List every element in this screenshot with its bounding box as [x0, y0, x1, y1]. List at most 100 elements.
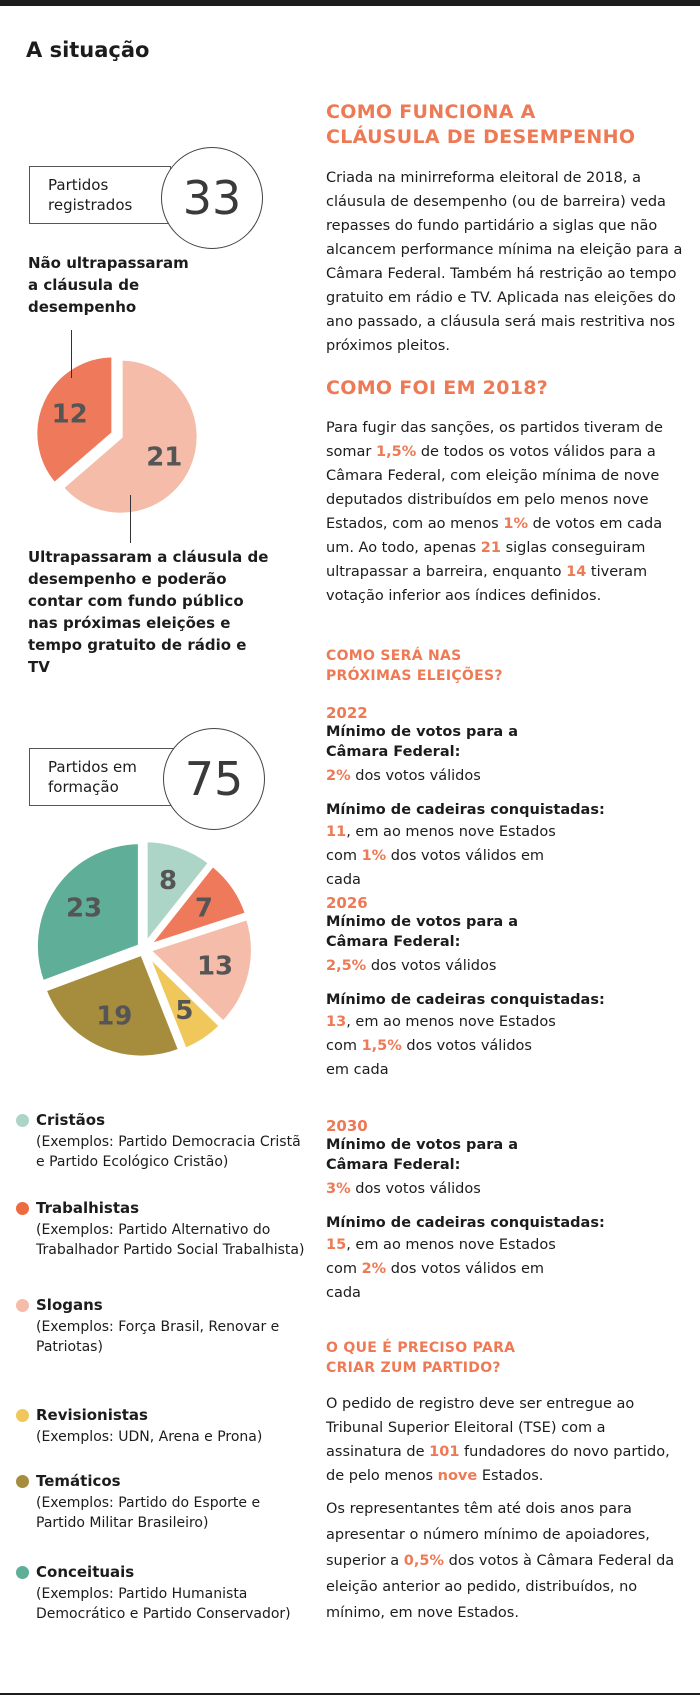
- registered-label: Partidos registrados: [48, 176, 133, 214]
- legend-desc: (Exemplos: Partido Democracia Cristã e P…: [36, 1134, 301, 1170]
- registered-total: 33: [182, 171, 242, 225]
- seats-requirement: 13, em ao menos nove Estados com 1,5% do…: [326, 1010, 556, 1082]
- legend-swatch: [16, 1409, 29, 1422]
- pie-slice: [33, 353, 116, 488]
- votes-pct: 2,5%: [326, 958, 367, 974]
- caption-failed-leader: [71, 330, 72, 378]
- votes-rest: dos votos válidos: [350, 1181, 481, 1197]
- pie-slice-label: 8: [159, 866, 177, 896]
- top-rule: [0, 0, 700, 6]
- seats-requirement: 15, em ao menos nove Estados com 2% dos …: [326, 1233, 556, 1305]
- legend-desc: (Exemplos: Partido Alternativo do Trabal…: [36, 1222, 305, 1258]
- y2018-value-3: 21: [480, 540, 501, 556]
- legend-title: Revisionistas: [36, 1406, 148, 1424]
- y2018-text-3: de votos em cada um. Ao todo, apenas: [326, 516, 663, 556]
- seats-label: Mínimo de cadeiras conquistadas:: [326, 802, 605, 818]
- y2018-section: COMO FOI EM 2018? Para fugir das sanções…: [326, 376, 686, 608]
- y2018-text-4: siglas conseguiram ultrapassar a barreir…: [326, 540, 646, 580]
- forming-pie-chart: 87 135 19 23: [33, 838, 255, 1060]
- seats-rest: dos votos válidos em cada: [326, 848, 545, 888]
- forming-label: Partidos em formação: [48, 758, 137, 796]
- pie-slice: [145, 915, 255, 1026]
- seats-label: Mínimo de cadeiras conquistadas:: [326, 992, 605, 1008]
- y2018-text-2: de todos os votos válidos para a Câmara …: [326, 444, 660, 532]
- legend-swatch: [16, 1299, 29, 1312]
- pie-slice: [143, 838, 214, 951]
- legend-title: Conceituais: [36, 1563, 135, 1581]
- forming-label-box: Partidos em formação: [29, 748, 174, 806]
- seats-mid: , em ao menos nove Estados com: [326, 1014, 556, 1054]
- legend-desc: (Exemplos: Força Brasil, Renovar e Patri…: [36, 1319, 280, 1355]
- create-body-1: O pedido de registro deve ser entregue a…: [326, 1392, 676, 1488]
- create-text-2: fundadores do novo partido, de pelo meno…: [326, 1444, 670, 1484]
- y2018-value-1: 1,5%: [376, 444, 417, 460]
- votes-label: Mínimo de votos para a Câmara Federal:: [326, 1137, 518, 1173]
- registered-total-circle: 33: [161, 147, 263, 249]
- pie-slice-label: 13: [197, 952, 233, 982]
- pie-slice-label: 21: [146, 443, 182, 473]
- y2018-value-4: 14: [566, 564, 587, 580]
- pie-slice-label: 5: [175, 996, 193, 1026]
- legend-title: Temáticos: [36, 1472, 121, 1490]
- registered-label-box: Partidos registrados: [29, 166, 171, 224]
- y2018-text-1: Para fugir das sanções, os partidos tive…: [326, 420, 663, 460]
- legend-desc: (Exemplos: UDN, Arena e Prona): [36, 1429, 263, 1445]
- votes-requirement: 2,5% dos votos válidos: [326, 954, 686, 978]
- caption-failed: Não ultrapassaram a cláusula de desempen…: [28, 254, 189, 316]
- how-body: Criada na minirreforma eleitoral de 2018…: [326, 170, 683, 354]
- year-block-2022: 2022 Mínimo de votos para a Câmara Federa…: [326, 704, 686, 892]
- legend-desc: (Exemplos: Partido do Esporte e Partido …: [36, 1495, 261, 1531]
- seats-rest: dos votos válidos em cada: [326, 1038, 532, 1078]
- year-label: 2030: [326, 1117, 368, 1135]
- seats-pct: 1,5%: [361, 1038, 402, 1054]
- forming-total-circle: 75: [163, 728, 265, 830]
- caption-passed-leader: [130, 495, 131, 543]
- create-value-2: nove: [437, 1468, 478, 1484]
- seats-label: Mínimo de cadeiras conquistadas:: [326, 1215, 605, 1231]
- y2018-heading: COMO FOI EM 2018?: [326, 377, 549, 399]
- seats-rest: dos votos válidos em cada: [326, 1261, 545, 1301]
- create-section: O QUE É PRECISO PARA CRIAR ZUM PARTIDO? …: [326, 1338, 686, 1626]
- legend-title: Trabalhistas: [36, 1199, 140, 1217]
- votes-requirement: 2% dos votos válidos: [326, 764, 686, 788]
- caption-passed: Ultrapassaram a cláusula de desempenho e…: [28, 548, 269, 676]
- how-section: COMO FUNCIONA A CLÁUSULA DE DESEMPENHO C…: [326, 100, 686, 358]
- create-text-5: dos votos à Câmara Federal da eleição an…: [326, 1553, 675, 1621]
- next-heading: COMO SERÁ NAS PRÓXIMAS ELEIÇÕES?: [326, 648, 503, 684]
- forming-total: 75: [184, 752, 244, 806]
- votes-rest: dos votos válidos: [366, 958, 497, 974]
- pie-slice: [58, 356, 201, 517]
- votes-label: Mínimo de votos para a Câmara Federal:: [326, 914, 518, 950]
- create-text-3: Estados.: [477, 1468, 544, 1484]
- create-text-1: O pedido de registro deve ser entregue a…: [326, 1396, 635, 1460]
- page-title: A situação: [26, 38, 150, 62]
- legend-swatch: [16, 1114, 29, 1127]
- legend-swatch: [16, 1202, 29, 1215]
- legend-title: Cristãos: [36, 1111, 106, 1129]
- votes-label: Mínimo de votos para a Câmara Federal:: [326, 724, 518, 760]
- create-heading: O QUE É PRECISO PARA CRIAR ZUM PARTIDO?: [326, 1340, 516, 1376]
- how-heading: COMO FUNCIONA A CLÁUSULA DE DESEMPENHO: [326, 101, 636, 148]
- legend-swatch: [16, 1475, 29, 1488]
- y2018-value-2: 1%: [503, 516, 528, 532]
- seats-count: 13: [326, 1014, 347, 1030]
- create-text-4: Os representantes têm até dois anos para…: [326, 1501, 650, 1569]
- y2018-body: Para fugir das sanções, os partidos tive…: [326, 416, 688, 608]
- legend-swatch: [16, 1566, 29, 1579]
- create-value-3: 0,5%: [403, 1553, 445, 1569]
- year-block-2030: 2030 Mínimo de votos para a Câmara Federa…: [326, 1117, 686, 1305]
- pie-slice: [142, 861, 250, 951]
- y2018-text-5: tiveram votação inferior aos índices def…: [326, 564, 648, 604]
- pie-slice: [33, 840, 142, 985]
- seats-requirement: 11, em ao menos nove Estados com 1% dos …: [326, 820, 556, 892]
- registered-pie-chart: 21 12: [33, 353, 201, 517]
- next-section: COMO SERÁ NAS PRÓXIMAS ELEIÇÕES?: [326, 646, 686, 686]
- votes-pct: 2%: [326, 768, 351, 784]
- pie-slice-label: 7: [195, 893, 213, 923]
- create-body-2: Os representantes têm até dois anos para…: [326, 1496, 676, 1626]
- pie-slice-label: 23: [66, 893, 102, 923]
- bottom-rule: [0, 1693, 700, 1695]
- seats-pct: 1%: [361, 848, 387, 864]
- legend-title: Slogans: [36, 1296, 103, 1314]
- votes-requirement: 3% dos votos válidos: [326, 1177, 686, 1201]
